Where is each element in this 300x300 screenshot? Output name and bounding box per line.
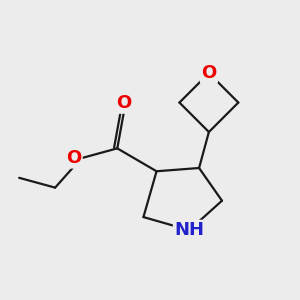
Text: O: O bbox=[201, 64, 217, 82]
Text: O: O bbox=[66, 149, 81, 167]
Text: NH: NH bbox=[174, 221, 204, 239]
Text: O: O bbox=[116, 94, 131, 112]
